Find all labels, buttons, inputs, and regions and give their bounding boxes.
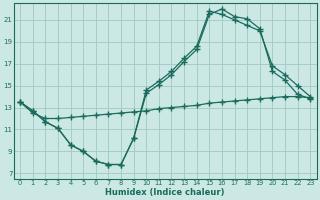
X-axis label: Humidex (Indice chaleur): Humidex (Indice chaleur) [106,188,225,197]
